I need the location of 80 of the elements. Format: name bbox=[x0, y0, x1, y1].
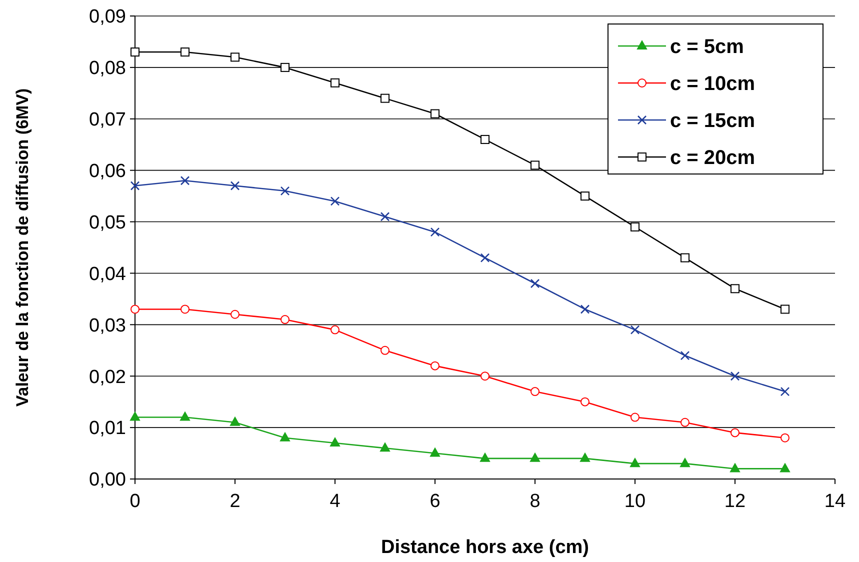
y-tick-label: 0,00 bbox=[89, 470, 126, 491]
point bbox=[630, 412, 640, 422]
legend-label: c = 15cm bbox=[670, 110, 756, 132]
y-axis-title: Valeur de la fonction de diffusion (6MV) bbox=[13, 88, 32, 407]
point bbox=[630, 325, 640, 334]
point bbox=[330, 78, 340, 88]
point bbox=[430, 109, 440, 118]
point bbox=[130, 304, 140, 314]
point bbox=[730, 428, 740, 438]
point bbox=[230, 416, 240, 426]
y-tick-label: 0,06 bbox=[89, 160, 126, 182]
point bbox=[580, 192, 590, 201]
point bbox=[380, 94, 390, 103]
point bbox=[530, 278, 540, 288]
point bbox=[380, 212, 390, 222]
point bbox=[680, 458, 690, 468]
point bbox=[480, 452, 490, 462]
point bbox=[330, 437, 340, 446]
point bbox=[180, 304, 190, 314]
y-tick-label: 0,04 bbox=[89, 264, 126, 285]
point bbox=[430, 227, 440, 237]
y-tick-label: 0,02 bbox=[89, 366, 126, 388]
point bbox=[330, 196, 340, 206]
point bbox=[230, 310, 240, 319]
x-tick-label: 12 bbox=[724, 491, 746, 512]
point bbox=[730, 284, 740, 294]
x-tick-label: 0 bbox=[130, 491, 140, 512]
point bbox=[230, 52, 240, 62]
y-tick-label: 0,01 bbox=[89, 418, 126, 440]
point bbox=[630, 222, 640, 232]
x-tick-label: 14 bbox=[824, 491, 846, 512]
point bbox=[130, 48, 140, 57]
point bbox=[280, 315, 290, 324]
point bbox=[430, 448, 440, 457]
point bbox=[180, 176, 190, 186]
point bbox=[480, 253, 490, 262]
point bbox=[780, 463, 790, 472]
y-tick-label: 0,03 bbox=[89, 315, 126, 336]
point bbox=[780, 433, 790, 442]
point bbox=[580, 304, 590, 314]
point bbox=[130, 412, 140, 421]
point bbox=[580, 397, 590, 406]
x-tick-label: 8 bbox=[530, 491, 540, 512]
legend-label: c = 20cm bbox=[670, 147, 756, 169]
x-tick-label: 10 bbox=[624, 491, 646, 512]
point bbox=[280, 432, 290, 442]
point bbox=[680, 253, 690, 262]
legend-label: c = 10cm bbox=[670, 73, 756, 95]
point bbox=[530, 452, 540, 462]
x-tick-label: 4 bbox=[330, 491, 341, 512]
point bbox=[380, 346, 390, 355]
x-tick-label: 6 bbox=[430, 491, 440, 512]
point bbox=[630, 458, 640, 468]
point bbox=[180, 48, 190, 57]
x-axis-title: Distance hors axe (cm) bbox=[380, 537, 590, 558]
point bbox=[430, 361, 440, 370]
point bbox=[230, 181, 240, 190]
point bbox=[280, 186, 290, 196]
point bbox=[480, 134, 490, 144]
point bbox=[580, 452, 590, 462]
point bbox=[780, 386, 790, 396]
point bbox=[680, 350, 690, 360]
point bbox=[530, 387, 540, 396]
point bbox=[330, 325, 340, 334]
y-tick-label: 0,08 bbox=[89, 58, 126, 80]
y-tick-label: 0,05 bbox=[89, 212, 126, 234]
legend-label: c = 5cm bbox=[670, 36, 744, 58]
point bbox=[780, 304, 790, 314]
point bbox=[130, 181, 140, 190]
point bbox=[480, 372, 490, 381]
point bbox=[180, 412, 190, 421]
point bbox=[730, 463, 740, 472]
y-tick-label: 0,09 bbox=[89, 6, 126, 28]
y-tick-label: 0,07 bbox=[89, 110, 126, 131]
point bbox=[530, 160, 540, 170]
point bbox=[730, 371, 740, 381]
point bbox=[280, 62, 290, 72]
x-tick-label: 2 bbox=[230, 491, 240, 512]
point bbox=[680, 418, 690, 427]
point bbox=[380, 442, 390, 452]
